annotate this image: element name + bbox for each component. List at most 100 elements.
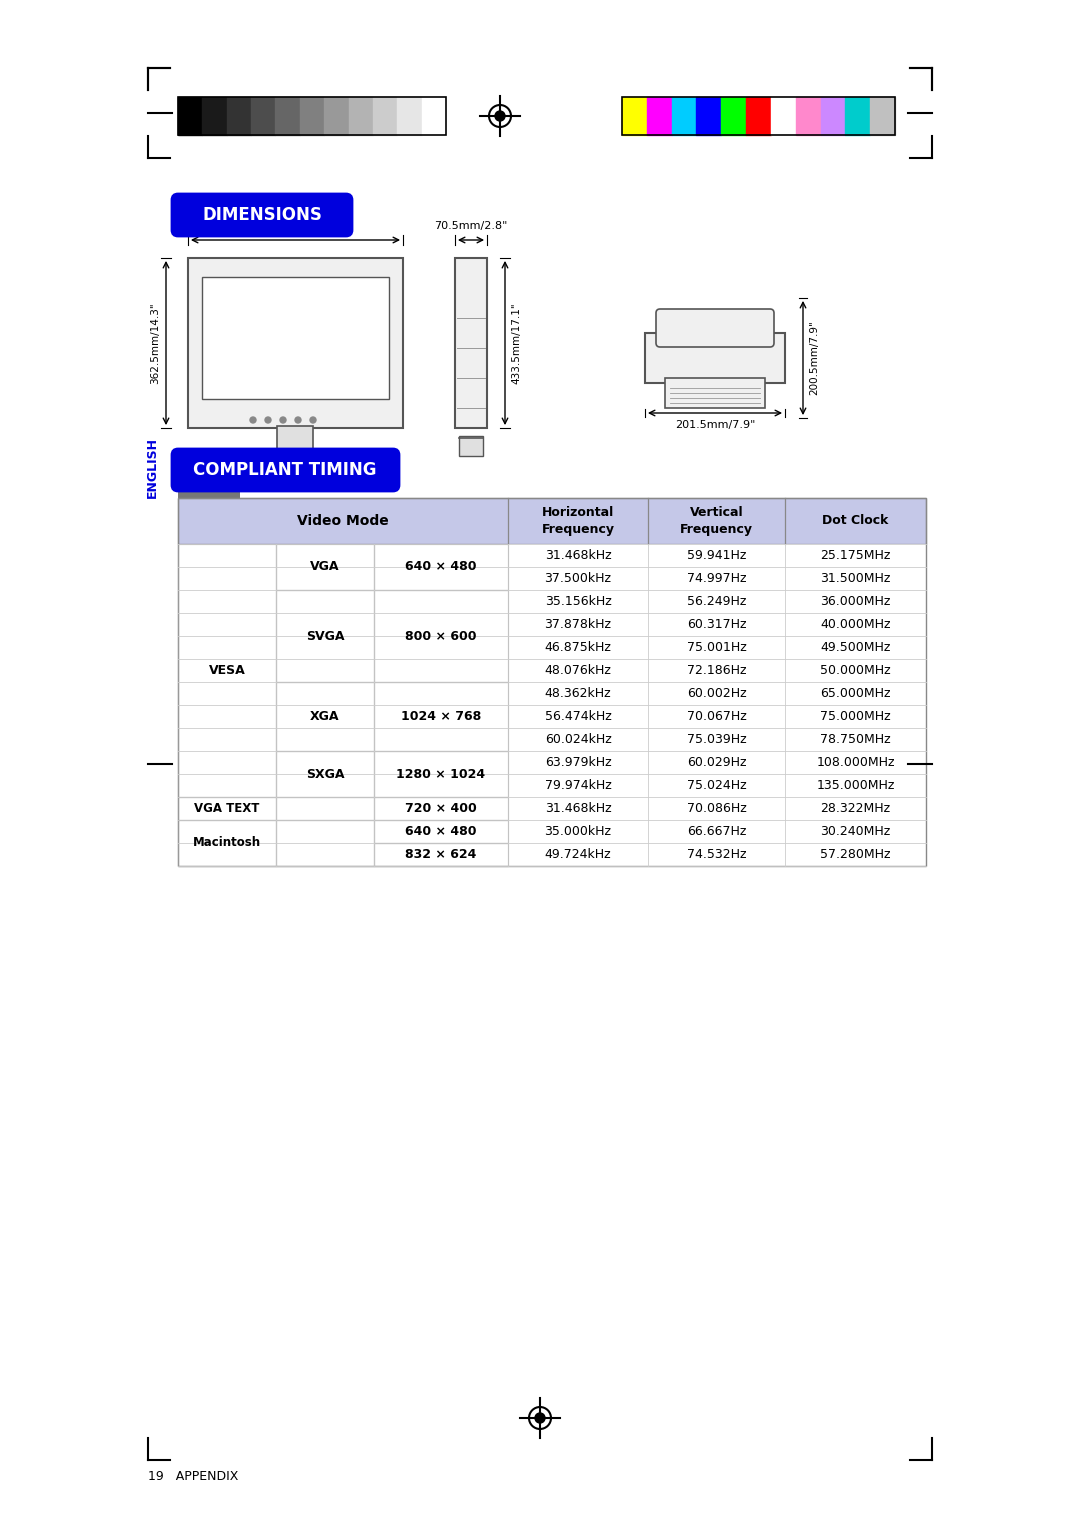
Bar [870, 96, 895, 134]
FancyBboxPatch shape [172, 194, 352, 235]
Text: 135.000MHz: 135.000MHz [816, 779, 894, 792]
Text: 35.156kHz: 35.156kHz [544, 594, 611, 608]
Bar [374, 821, 508, 843]
Bar [276, 426, 313, 455]
Text: 37.500kHz: 37.500kHz [544, 571, 611, 585]
Text: 70.5mm/2.8": 70.5mm/2.8" [434, 222, 508, 231]
Bar [455, 258, 487, 428]
Bar [275, 96, 300, 134]
Text: 60.002Hz: 60.002Hz [687, 688, 746, 700]
Text: VGA TEXT: VGA TEXT [194, 802, 259, 814]
Text: 65.000MHz: 65.000MHz [820, 688, 891, 700]
Bar [324, 96, 349, 134]
Text: 70.086Hz: 70.086Hz [687, 802, 746, 814]
Bar [276, 681, 374, 750]
Text: 57.280MHz: 57.280MHz [820, 848, 891, 860]
Text: 60.024kHz: 60.024kHz [544, 733, 611, 746]
Text: 72.186Hz: 72.186Hz [687, 665, 746, 677]
Text: 49.724kHz: 49.724kHz [544, 848, 611, 860]
Text: 37.878kHz: 37.878kHz [544, 617, 611, 631]
Bar [622, 96, 895, 134]
Bar [665, 377, 765, 408]
Circle shape [280, 417, 286, 423]
Text: 50.000MHz: 50.000MHz [820, 665, 891, 677]
Text: SVGA: SVGA [306, 630, 345, 642]
Bar [374, 681, 508, 750]
Text: 66.667Hz: 66.667Hz [687, 825, 746, 837]
Text: 75.000MHz: 75.000MHz [820, 711, 891, 723]
Bar [374, 843, 508, 866]
Bar [227, 96, 251, 134]
Bar [178, 498, 926, 544]
Bar [796, 96, 821, 134]
Text: VESA: VESA [208, 665, 245, 677]
Circle shape [310, 417, 316, 423]
Text: 74.997Hz: 74.997Hz [687, 571, 746, 585]
Bar [374, 798, 508, 821]
Text: Vertical
Frequency: Vertical Frequency [680, 506, 753, 535]
Bar [374, 544, 508, 590]
Text: COMPLIANT TIMING: COMPLIANT TIMING [193, 461, 377, 478]
FancyBboxPatch shape [656, 309, 774, 347]
Bar [276, 798, 374, 821]
Text: 433.5mm/17.1": 433.5mm/17.1" [511, 303, 521, 384]
Text: 48.076kHz: 48.076kHz [544, 665, 611, 677]
Text: 31.468kHz: 31.468kHz [544, 802, 611, 814]
Text: 720 × 400: 720 × 400 [405, 802, 477, 814]
Bar [300, 96, 324, 134]
Circle shape [535, 1413, 545, 1423]
Bar [245, 454, 345, 477]
Text: 1280 × 1024: 1280 × 1024 [396, 767, 486, 781]
Bar [178, 821, 276, 866]
Bar [178, 484, 240, 501]
Bar [647, 96, 672, 134]
Text: 201.5mm/7.9": 201.5mm/7.9" [675, 420, 755, 429]
Text: 49.500MHz: 49.500MHz [821, 642, 891, 654]
Text: 36.000MHz: 36.000MHz [821, 594, 891, 608]
Bar [178, 544, 276, 798]
Bar [178, 798, 276, 821]
Circle shape [249, 417, 256, 423]
Text: VGA: VGA [310, 561, 340, 573]
Text: Video Mode: Video Mode [297, 513, 389, 529]
Bar [721, 96, 746, 134]
Text: 56.474kHz: 56.474kHz [544, 711, 611, 723]
Bar [821, 96, 846, 134]
Text: 48.362kHz: 48.362kHz [544, 688, 611, 700]
Bar [276, 544, 374, 590]
Text: 74.532Hz: 74.532Hz [687, 848, 746, 860]
Text: 75.039Hz: 75.039Hz [687, 733, 746, 746]
Circle shape [295, 417, 301, 423]
Bar [374, 590, 508, 681]
Text: 362.5mm/14.3": 362.5mm/14.3" [150, 303, 160, 384]
Circle shape [495, 112, 505, 121]
Text: 28.322MHz: 28.322MHz [821, 802, 891, 814]
Text: 25.175MHz: 25.175MHz [821, 549, 891, 562]
Text: 800 × 600: 800 × 600 [405, 630, 476, 642]
Text: DIMENSIONS: DIMENSIONS [202, 206, 322, 225]
Circle shape [265, 417, 271, 423]
Text: ENGLISH: ENGLISH [146, 437, 159, 498]
Text: 832 × 624: 832 × 624 [405, 848, 476, 860]
FancyBboxPatch shape [172, 449, 399, 490]
Text: 200.5mm/7.9": 200.5mm/7.9" [809, 321, 819, 396]
Bar [846, 96, 870, 134]
Bar [202, 96, 227, 134]
Text: 46.875kHz: 46.875kHz [544, 642, 611, 654]
Bar [459, 435, 483, 455]
Text: 78.750MHz: 78.750MHz [820, 733, 891, 746]
Bar [276, 590, 374, 681]
Text: Horizontal
Frequency: Horizontal Frequency [541, 506, 615, 535]
Bar [349, 96, 373, 134]
Bar [421, 96, 446, 134]
Text: XGA: XGA [310, 711, 340, 723]
Text: 19   APPENDIX: 19 APPENDIX [148, 1470, 239, 1482]
Text: 35.000kHz: 35.000kHz [544, 825, 611, 837]
Text: Dot Clock: Dot Clock [822, 515, 889, 527]
Text: 70.067Hz: 70.067Hz [687, 711, 746, 723]
Bar [746, 96, 771, 134]
Bar [202, 277, 389, 399]
Text: 30.240MHz: 30.240MHz [821, 825, 891, 837]
Bar [622, 96, 647, 134]
Text: Macintosh: Macintosh [193, 836, 261, 850]
